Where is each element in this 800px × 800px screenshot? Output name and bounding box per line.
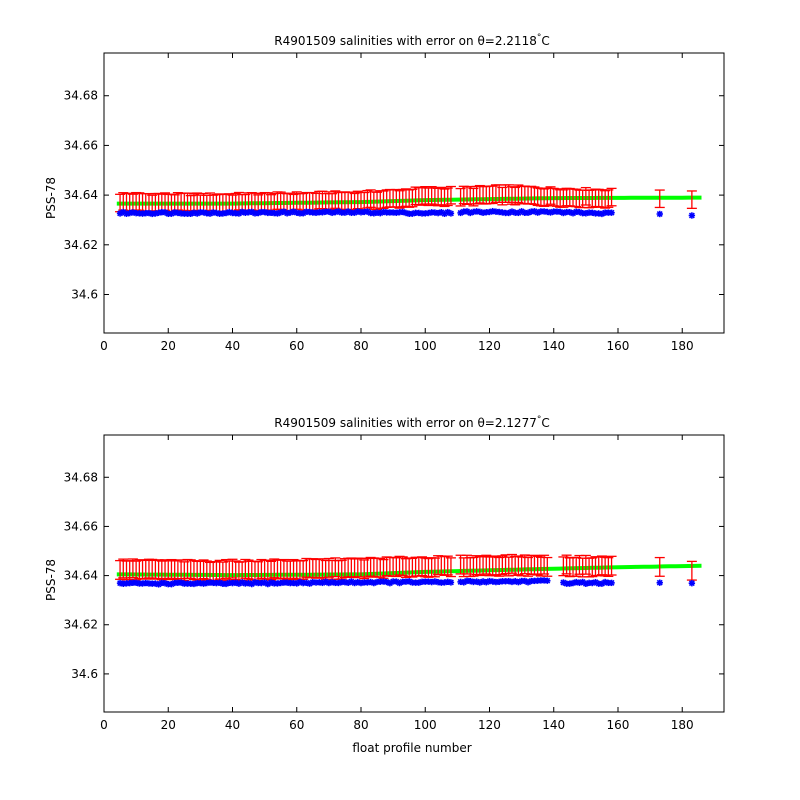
marker-d2 — [447, 579, 454, 586]
top-float-point — [608, 209, 615, 216]
bottom-float-point — [370, 579, 378, 587]
marker-d2 — [248, 208, 255, 215]
bottom-y-tick-label: 34.66 — [64, 519, 98, 533]
marker-d2 — [383, 579, 390, 585]
marker-d2 — [280, 208, 287, 215]
bottom-y-axis-label: PSS-78 — [44, 559, 58, 601]
marker-d2 — [162, 209, 169, 216]
top-float-point — [656, 210, 663, 218]
bottom-y-tick-label: 34.62 — [64, 618, 98, 632]
bottom-float-point — [608, 579, 615, 587]
top-float-point — [325, 208, 333, 215]
top-y-tick-label: 34.66 — [64, 138, 98, 152]
bottom-error-bar — [654, 556, 665, 577]
marker-d2 — [688, 580, 695, 587]
bottom-float-point — [544, 577, 551, 584]
top-chart-panel: R4901509 salinities with error on θ=2.21… — [44, 33, 725, 353]
x-axis-label: float profile number — [352, 741, 471, 755]
bottom-float-point — [656, 579, 663, 586]
top-error-bar — [654, 189, 665, 209]
marker-d2 — [444, 209, 451, 216]
bottom-x-tick-label: 40 — [225, 718, 240, 732]
top-float-point — [213, 209, 220, 217]
marker-d2 — [531, 208, 538, 215]
marker-d2 — [560, 579, 567, 586]
bottom-axes-box — [103, 434, 725, 713]
top-float-point — [688, 212, 696, 219]
bottom-float-point — [688, 580, 696, 587]
top-y-tick-label: 34.68 — [64, 89, 98, 103]
top-y-tick-label: 34.62 — [64, 238, 98, 252]
bottom-error-bar — [542, 556, 553, 577]
top-float-point — [447, 210, 455, 217]
marker-d2 — [608, 579, 615, 586]
marker-d2 — [544, 577, 551, 584]
bottom-x-tick-label: 0 — [100, 718, 108, 732]
marker-d2 — [521, 577, 528, 584]
top-error-bar — [445, 185, 456, 205]
top-x-tick-label: 120 — [478, 339, 501, 353]
marker-d2 — [325, 208, 332, 215]
top-x-tick-label: 140 — [542, 339, 565, 353]
bottom-float-point — [386, 579, 394, 587]
top-axes-box — [103, 52, 725, 334]
top-x-tick-label: 100 — [414, 339, 437, 353]
bottom-x-tick-label: 100 — [414, 718, 437, 732]
top-chart-title: R4901509 salinities with error on θ=2.21… — [274, 33, 549, 48]
marker-d2 — [120, 209, 127, 215]
marker-d2 — [518, 208, 525, 215]
marker-d2 — [579, 578, 586, 585]
top-plot-area: 0 20 40 60 80 100 120 140 160 180 34.6 34.62 34.64 34… — [64, 52, 725, 353]
marker-d2 — [438, 209, 445, 216]
top-x-tick-label: 160 — [607, 339, 630, 353]
bottom-x-tick-label: 60 — [289, 718, 304, 732]
marker-d2 — [656, 211, 663, 217]
top-y-tick-label: 34.6 — [71, 287, 98, 301]
top-x-tick-label: 40 — [225, 339, 240, 353]
marker-d2 — [406, 578, 413, 585]
bottom-chart-title: R4901509 salinities with error on θ=2.12… — [274, 415, 549, 430]
marker-d2 — [393, 578, 400, 585]
marker-d2 — [592, 579, 599, 586]
bottom-float-point — [447, 579, 455, 586]
top-x-tick-label: 180 — [671, 339, 694, 353]
top-x-tick-label: 60 — [289, 339, 304, 353]
top-y-axis-label: PSS-78 — [44, 177, 58, 219]
marker-d2 — [608, 209, 615, 216]
marker-d2 — [464, 208, 470, 215]
bottom-y-tick-label: 34.68 — [64, 470, 98, 484]
bottom-x-tick-label: 20 — [161, 718, 176, 732]
top-error-bar — [686, 190, 697, 210]
marker-d2 — [348, 578, 355, 585]
top-error-bar — [606, 187, 617, 207]
bottom-error-bar — [445, 557, 456, 578]
marker-d2 — [557, 208, 564, 215]
bottom-error-bar — [606, 555, 617, 576]
marker-d2 — [656, 579, 663, 586]
bottom-plot-area: 0 20 40 60 80 100 120 140 160 180 34.6 34.62 34.64 34… — [64, 434, 725, 732]
bottom-x-tick-label: 180 — [671, 718, 694, 732]
bottom-x-tick-label: 80 — [353, 718, 368, 732]
bottom-x-tick-label: 120 — [478, 718, 501, 732]
marker-d2 — [322, 578, 329, 585]
top-x-tick-label: 20 — [161, 339, 176, 353]
top-x-tick-label: 80 — [353, 339, 368, 353]
marker-d2 — [335, 208, 342, 215]
bottom-x-tick-label: 140 — [542, 718, 565, 732]
top-y-tick-label: 34.64 — [64, 188, 98, 202]
marker-d2 — [688, 212, 695, 219]
top-x-tick-label: 0 — [100, 339, 108, 353]
marker-d2 — [447, 210, 454, 217]
bottom-x-tick-label: 160 — [607, 718, 630, 732]
marker-d2 — [345, 208, 352, 215]
marker-d2 — [261, 579, 268, 586]
bottom-chart-panel: R4901509 salinities with error on θ=2.12… — [44, 415, 725, 732]
bottom-y-tick-label: 34.64 — [64, 569, 98, 583]
marker-d2 — [364, 208, 371, 215]
bottom-y-tick-label: 34.6 — [71, 667, 98, 681]
